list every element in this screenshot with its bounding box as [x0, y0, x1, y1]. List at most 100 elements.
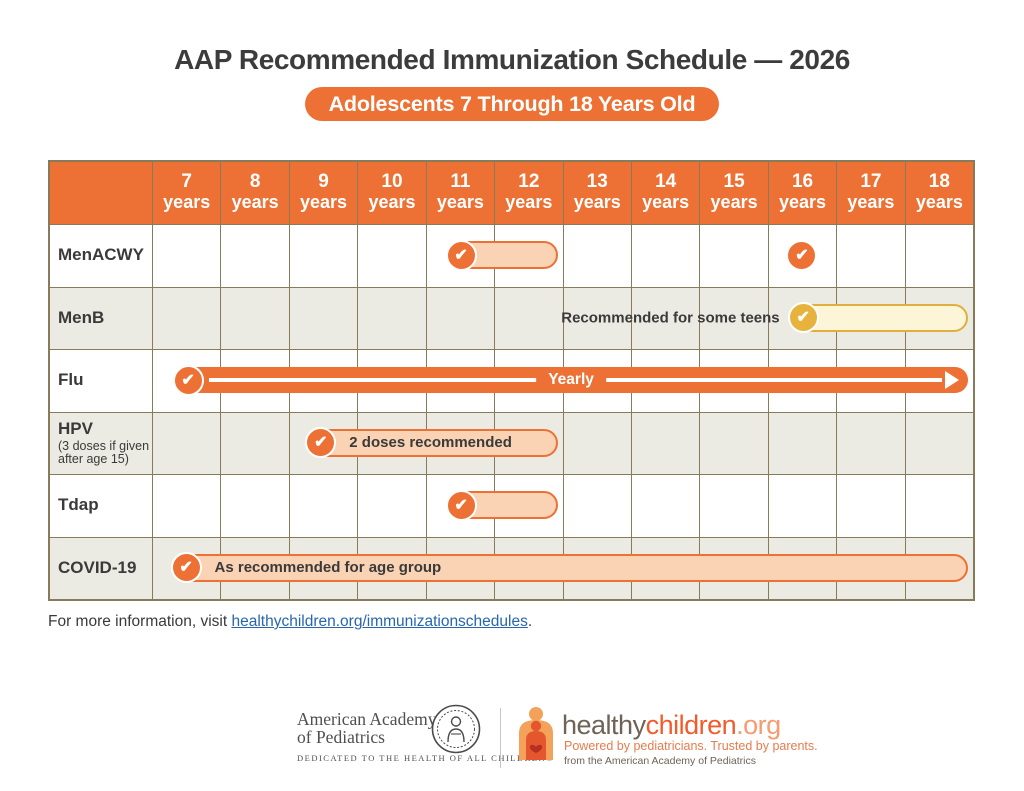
checkmark-icon: ✔: [787, 302, 819, 334]
schedule-cell: [357, 225, 425, 287]
vaccine-label: MenB: [50, 288, 152, 350]
hc-word-children: children: [645, 710, 737, 740]
vaccine-name: HPV: [58, 419, 93, 439]
vaccine-name: Flu: [58, 370, 84, 390]
schedule-cell: [767, 475, 836, 537]
schedule-cell: [220, 475, 288, 537]
checkmark-icon: ✔: [445, 239, 477, 271]
col-header-unit: years: [710, 192, 758, 213]
flu-yearly-bar: Yearly: [174, 367, 968, 394]
col-header-num: 13: [586, 171, 608, 192]
schedule-cell: [152, 287, 220, 349]
checkmark-icon: ✔: [172, 364, 204, 396]
col-header-14-years: 14 years: [630, 162, 699, 224]
schedule-cell: [288, 225, 357, 287]
row-cells: [152, 225, 973, 287]
schedule-cell: [630, 225, 699, 287]
col-header-unit: years: [573, 192, 621, 213]
col-header-unit: years: [163, 192, 211, 213]
more-info-prefix: For more information, visit: [48, 613, 232, 630]
col-header-num: 7: [181, 171, 192, 192]
schedule-table: 7 years 8 years 9 years 10 years 11 years 12 years 1…: [48, 160, 975, 601]
schedule-cell: [630, 412, 699, 474]
schedule-cell: [425, 225, 494, 287]
schedule-cell: [767, 412, 836, 474]
schedule-cell: [494, 287, 562, 349]
col-header-unit: years: [847, 192, 895, 213]
col-header-10-years: 10 years: [357, 162, 425, 224]
col-header-15-years: 15 years: [699, 162, 767, 224]
hpv-pill-text: 2 doses recommended: [349, 434, 512, 452]
col-header-num: 18: [928, 171, 950, 192]
checkmark-icon: ✔: [170, 552, 202, 584]
schedule-cell: [699, 475, 767, 537]
vaccine-label: MenACWY: [50, 225, 152, 287]
vaccine-name: COVID-19: [58, 557, 137, 577]
col-header-unit: years: [436, 192, 484, 213]
schedule-cell: [152, 350, 220, 412]
healthychildren-wordmark: healthychildren.org: [562, 710, 781, 741]
check-glyph: ✔: [796, 309, 810, 327]
subtitle-wrap: Adolescents 7 Through 18 Years Old: [0, 87, 1024, 121]
hc-word-org: .org: [736, 710, 781, 740]
col-header-17-years: 17 years: [836, 162, 904, 224]
marker-overlay: ✔ ✔ ✔ Recommended for some teens Yearly ✔ 2 do…: [50, 162, 973, 599]
hc-tagline: Powered by pediatricians. Trusted by par…: [564, 739, 818, 753]
covid-pill-text: As recommended for age group: [214, 559, 442, 577]
schedule-cell: [699, 287, 767, 349]
menb-pill-pre-text: Recommended for some teens: [561, 309, 780, 327]
col-header-num: 8: [249, 171, 261, 192]
hc-word-healthy: healthy: [562, 710, 646, 740]
schedule-cell: [904, 475, 973, 537]
aap-seal-icon: [431, 704, 481, 759]
schedules-link[interactable]: healthychildren.org/immunizationschedule…: [231, 613, 528, 630]
schedule-cell: [220, 287, 288, 349]
schedule-cell: [630, 475, 699, 537]
schedule-cell: [152, 537, 220, 599]
schedule-cell: [904, 412, 973, 474]
schedule-cell: [220, 412, 288, 474]
col-header-num: 12: [518, 171, 540, 192]
col-header-num: 15: [723, 171, 745, 192]
age-group-badge: Adolescents 7 Through 18 Years Old: [304, 87, 720, 121]
check-glyph: ✔: [314, 434, 328, 452]
col-header-7-years: 7 years: [152, 162, 220, 224]
covid-pill: As recommended for age group: [172, 553, 968, 582]
check-glyph: ✔: [454, 496, 468, 514]
logo-divider: [500, 708, 501, 768]
schedule-cell: [425, 287, 494, 349]
vaccine-note: (3 doses if given after age 15): [58, 438, 150, 467]
aap-name-line1: American Academy: [297, 709, 437, 729]
schedule-cell: [767, 225, 836, 287]
col-header-num: 16: [791, 171, 814, 192]
aap-tagline: DEDICATED TO THE HEALTH OF ALL CHILDREN®: [297, 753, 555, 763]
footer-logos: American Academy of Pediatrics DEDICATED…: [0, 700, 1024, 780]
schedule-cell: [836, 225, 904, 287]
schedule-cell: [288, 287, 357, 349]
vaccine-name: MenB: [58, 307, 105, 327]
header-row: 7 years 8 years 9 years 10 years 11 years 12 years 1…: [50, 162, 973, 224]
col-header-num: 9: [318, 171, 329, 192]
flu-yearly-bar-label: Yearly: [536, 371, 606, 390]
schedule-cell: [152, 225, 220, 287]
vaccine-label: COVID-19: [50, 538, 152, 600]
check-glyph: ✔: [795, 246, 809, 264]
schedule-cell: [562, 412, 631, 474]
page-title: AAP Recommended Immunization Schedule — …: [174, 44, 850, 75]
vaccine-name: MenACWY: [58, 245, 144, 265]
schedule-cell: [836, 412, 904, 474]
col-header-18-years: 18 years: [904, 162, 973, 224]
checkmark-icon: ✔: [305, 427, 337, 459]
schedule-cell: [562, 475, 631, 537]
arrow-head-icon: [944, 371, 959, 390]
check-glyph: ✔: [179, 559, 193, 577]
col-header-num: 10: [381, 171, 403, 192]
schedule-cell: [425, 475, 494, 537]
col-header-8-years: 8 years: [220, 162, 288, 224]
schedule-cell: [630, 287, 699, 349]
col-header-unit: years: [300, 192, 348, 213]
more-info-text: For more information, visit healthychild…: [48, 613, 532, 631]
col-header-9-years: 9 years: [288, 162, 357, 224]
col-header-13-years: 13 years: [562, 162, 631, 224]
